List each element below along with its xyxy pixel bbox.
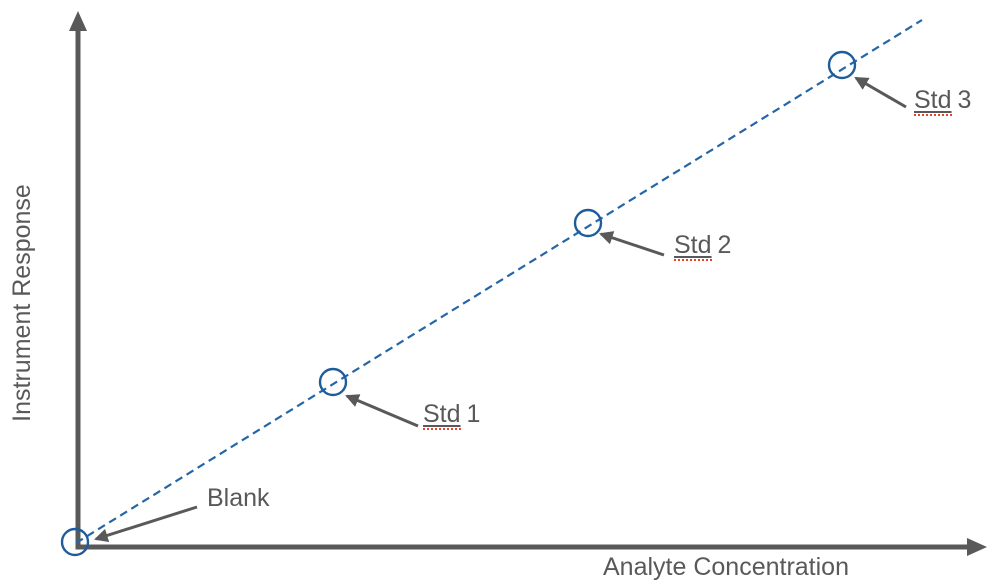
std2-annotation-label: Std 2 xyxy=(674,231,732,261)
data-point-blank xyxy=(60,527,90,557)
std1-word: Std xyxy=(423,400,461,430)
data-point-std1 xyxy=(318,367,348,397)
std2-number: 2 xyxy=(717,231,732,259)
std1-annotation-arrow xyxy=(345,394,419,428)
std1-annotation-label: Std 1 xyxy=(423,400,481,430)
std3-annotation-arrow xyxy=(854,76,907,109)
std3-annotation-label: Std 3 xyxy=(914,86,972,116)
y-axis-title: Instrument Response xyxy=(8,184,36,422)
std2-annotation-arrow xyxy=(599,231,665,257)
x-axis-title: Analyte Concentration xyxy=(603,553,849,581)
data-point-std2 xyxy=(573,208,603,238)
std1-number: 1 xyxy=(466,400,481,428)
y-axis-arrowhead xyxy=(69,11,87,31)
trendline-dashed xyxy=(75,19,923,544)
x-axis-arrowhead xyxy=(967,538,987,556)
std3-number: 3 xyxy=(957,86,972,114)
std3-word: Std xyxy=(914,86,952,116)
blank-annotation-label: Blank xyxy=(207,484,270,512)
data-point-std3 xyxy=(827,50,857,80)
std2-word: Std xyxy=(674,231,712,261)
blank-annotation-arrow xyxy=(94,505,198,543)
